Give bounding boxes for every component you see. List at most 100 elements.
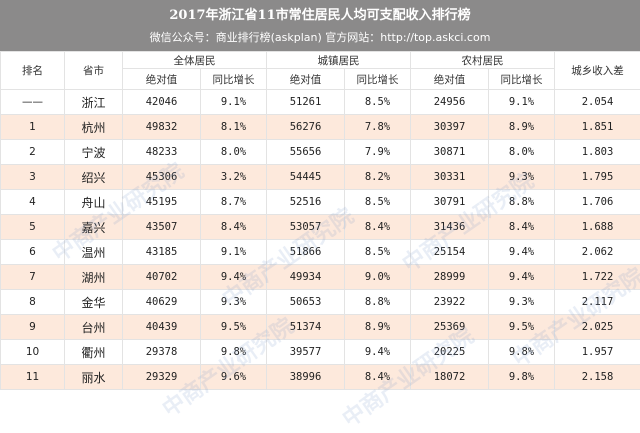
cell-all-growth: 9.6% xyxy=(200,364,267,390)
header-urban-residents: 城镇居民 xyxy=(266,51,411,69)
cell-rural-growth: 9.1% xyxy=(488,89,555,115)
table-body: —— 浙江 42046 9.1% 51261 8.5% 24956 9.1% 2… xyxy=(0,89,640,390)
header-rural-growth: 同比增长 xyxy=(488,68,555,90)
cell-all-abs: 49832 xyxy=(122,114,201,140)
header-rural-abs: 绝对值 xyxy=(410,68,489,90)
cell-all-abs: 40629 xyxy=(122,289,201,315)
cell-all-growth: 9.1% xyxy=(200,239,267,265)
cell-all-abs: 45306 xyxy=(122,164,201,190)
header-rank: 排名 xyxy=(0,51,65,90)
cell-all-abs: 40439 xyxy=(122,314,201,340)
cell-city: 温州 xyxy=(64,239,123,265)
cell-rural-growth: 8.0% xyxy=(488,139,555,165)
cell-rural-abs: 30331 xyxy=(410,164,489,190)
cell-urban-abs: 49934 xyxy=(266,264,345,290)
cell-urban-growth: 9.4% xyxy=(344,339,411,365)
cell-rural-abs: 25369 xyxy=(410,314,489,340)
cell-urban-abs: 51374 xyxy=(266,314,345,340)
cell-rural-abs: 18072 xyxy=(410,364,489,390)
cell-urban-abs: 50653 xyxy=(266,289,345,315)
cell-all-growth: 8.4% xyxy=(200,214,267,240)
cell-urban-growth: 8.8% xyxy=(344,289,411,315)
cell-rural-growth: 8.9% xyxy=(488,114,555,140)
cell-urban-abs: 51866 xyxy=(266,239,345,265)
cell-urban-growth: 8.9% xyxy=(344,314,411,340)
cell-urban-abs: 54445 xyxy=(266,164,345,190)
cell-all-growth: 9.8% xyxy=(200,339,267,365)
cell-rank: 8 xyxy=(0,289,65,315)
cell-urban-abs: 52516 xyxy=(266,189,345,215)
cell-city: 杭州 xyxy=(64,114,123,140)
income-ranking-table: 排名 省市 全体居民 城镇居民 农村居民 城乡收入差 绝对值 同比增长 绝对值 … xyxy=(0,51,640,390)
table-row: 5 嘉兴 43507 8.4% 53057 8.4% 31436 8.4% 1.… xyxy=(0,214,640,240)
cell-all-growth: 8.7% xyxy=(200,189,267,215)
page-subtitle: 微信公众号：商业排行榜(askplan) 官方网站：http://top.ask… xyxy=(149,31,491,44)
cell-city: 丽水 xyxy=(64,364,123,390)
cell-ratio: 2.054 xyxy=(554,89,640,115)
cell-urban-growth: 8.2% xyxy=(344,164,411,190)
cell-all-growth: 3.2% xyxy=(200,164,267,190)
cell-city: 台州 xyxy=(64,314,123,340)
cell-all-abs: 45195 xyxy=(122,189,201,215)
cell-ratio: 2.117 xyxy=(554,289,640,315)
cell-rank: 3 xyxy=(0,164,65,190)
table-row: 11 丽水 29329 9.6% 38996 8.4% 18072 9.8% 2… xyxy=(0,364,640,390)
cell-all-growth: 9.1% xyxy=(200,89,267,115)
cell-all-growth: 8.1% xyxy=(200,114,267,140)
cell-rural-abs: 25154 xyxy=(410,239,489,265)
cell-rural-abs: 30397 xyxy=(410,114,489,140)
cell-ratio: 1.706 xyxy=(554,189,640,215)
cell-rank: 7 xyxy=(0,264,65,290)
header-urban-rural-ratio: 城乡收入差 xyxy=(554,51,640,90)
cell-ratio: 2.158 xyxy=(554,364,640,390)
header-urban-abs: 绝对值 xyxy=(266,68,345,90)
cell-city: 舟山 xyxy=(64,189,123,215)
cell-rural-abs: 31436 xyxy=(410,214,489,240)
header-city: 省市 xyxy=(64,51,123,90)
cell-urban-growth: 7.9% xyxy=(344,139,411,165)
table-header: 排名 省市 全体居民 城镇居民 农村居民 城乡收入差 绝对值 同比增长 绝对值 … xyxy=(0,51,640,90)
cell-urban-growth: 8.5% xyxy=(344,239,411,265)
table-row: 4 舟山 45195 8.7% 52516 8.5% 30791 8.8% 1.… xyxy=(0,189,640,215)
cell-all-abs: 40702 xyxy=(122,264,201,290)
cell-rank: 4 xyxy=(0,189,65,215)
cell-rural-growth: 9.8% xyxy=(488,339,555,365)
cell-city: 衢州 xyxy=(64,339,123,365)
table-row: 6 温州 43185 9.1% 51866 8.5% 25154 9.4% 2.… xyxy=(0,239,640,265)
header-all-abs: 绝对值 xyxy=(122,68,201,90)
cell-all-abs: 29378 xyxy=(122,339,201,365)
cell-ratio: 1.688 xyxy=(554,214,640,240)
cell-rank: 5 xyxy=(0,214,65,240)
cell-urban-growth: 8.4% xyxy=(344,364,411,390)
cell-rural-growth: 9.5% xyxy=(488,314,555,340)
cell-urban-growth: 8.5% xyxy=(344,89,411,115)
cell-urban-abs: 56276 xyxy=(266,114,345,140)
cell-all-abs: 29329 xyxy=(122,364,201,390)
cell-city: 嘉兴 xyxy=(64,214,123,240)
table-row: 2 宁波 48233 8.0% 55656 7.9% 30871 8.0% 1.… xyxy=(0,139,640,165)
cell-ratio: 1.795 xyxy=(554,164,640,190)
cell-all-growth: 9.5% xyxy=(200,314,267,340)
table-row: —— 浙江 42046 9.1% 51261 8.5% 24956 9.1% 2… xyxy=(0,89,640,115)
title-banner: 2017年浙江省11市常住居民人均可支配收入排行榜 微信公众号：商业排行榜(as… xyxy=(0,0,640,61)
cell-all-growth: 8.0% xyxy=(200,139,267,165)
cell-rank: 2 xyxy=(0,139,65,165)
cell-all-abs: 43185 xyxy=(122,239,201,265)
cell-rural-growth: 8.8% xyxy=(488,189,555,215)
cell-ratio: 2.025 xyxy=(554,314,640,340)
cell-rural-growth: 9.3% xyxy=(488,289,555,315)
table-row: 8 金华 40629 9.3% 50653 8.8% 23922 9.3% 2.… xyxy=(0,289,640,315)
table-row: 3 绍兴 45306 3.2% 54445 8.2% 30331 9.3% 1.… xyxy=(0,164,640,190)
cell-rural-abs: 30871 xyxy=(410,139,489,165)
cell-urban-abs: 51261 xyxy=(266,89,345,115)
cell-rural-growth: 9.3% xyxy=(488,164,555,190)
cell-ratio: 1.722 xyxy=(554,264,640,290)
cell-urban-growth: 9.0% xyxy=(344,264,411,290)
cell-ratio: 1.851 xyxy=(554,114,640,140)
table-row: 7 湖州 40702 9.4% 49934 9.0% 28999 9.4% 1.… xyxy=(0,264,640,290)
cell-rank: 6 xyxy=(0,239,65,265)
cell-rank: 11 xyxy=(0,364,65,390)
cell-city: 绍兴 xyxy=(64,164,123,190)
cell-rural-growth: 9.4% xyxy=(488,239,555,265)
